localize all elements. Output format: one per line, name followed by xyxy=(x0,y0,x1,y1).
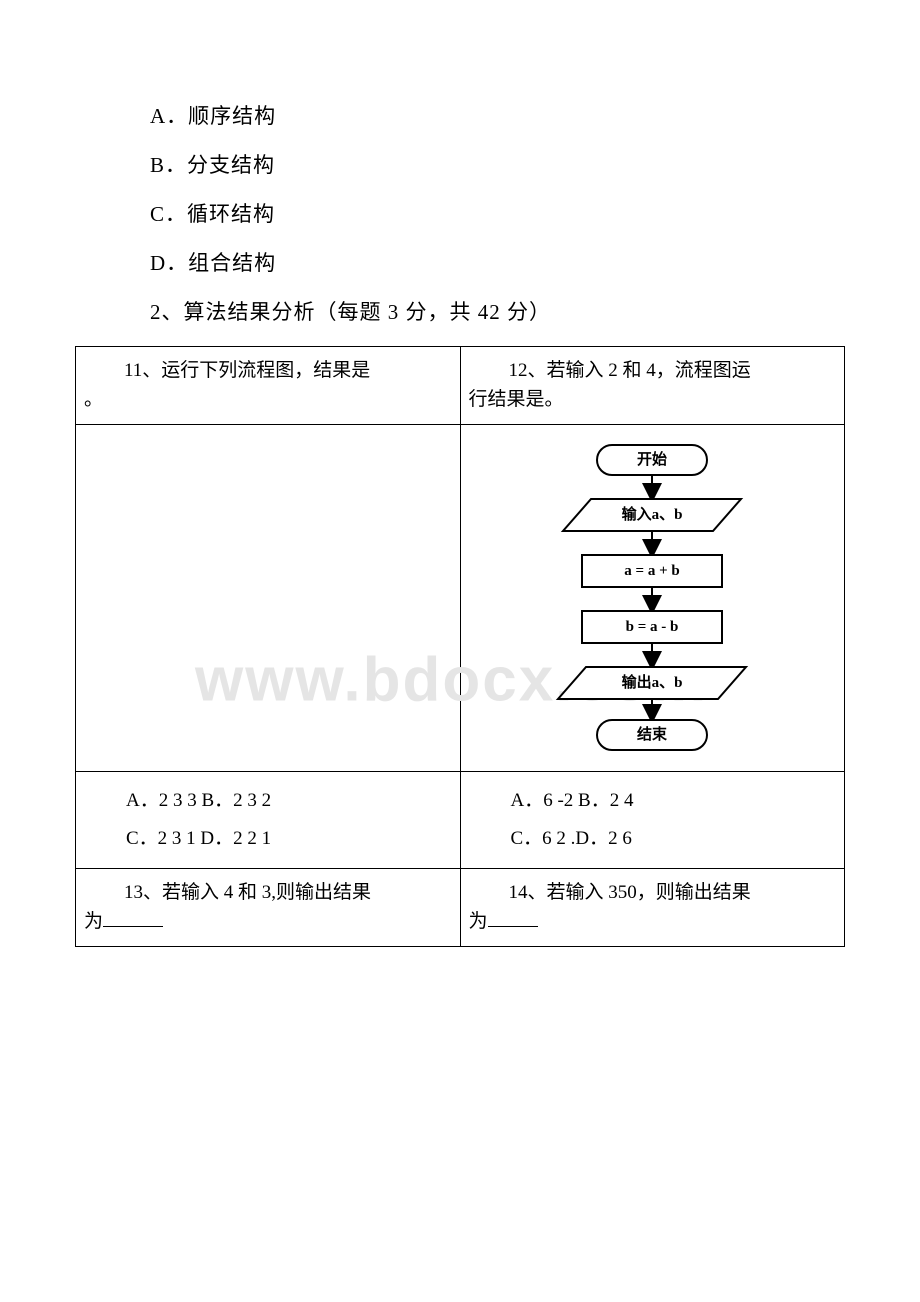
flowchart-svg: 开始输入a、b a = a + b b = a - b 输出a、b 结束 xyxy=(482,435,822,755)
q11-ans-row1: A．2 3 3 B．2 3 2 xyxy=(126,782,452,820)
option-c: C．循环结构 xyxy=(150,198,845,228)
q14-blank xyxy=(488,908,538,927)
option-b: B．分支结构 xyxy=(150,149,845,179)
option-a: A．顺序结构 xyxy=(150,100,845,130)
q14-prefix: 14、若输入 350，则输出结果 xyxy=(509,882,751,903)
table-row: 13、若输入 4 和 3,则输出结果 为 14、若输入 350，则输出结果 为 xyxy=(76,869,845,947)
q12-ans-row1: A．6 -2 B．2 4 xyxy=(511,782,837,820)
q12-line2: 行结果是。 xyxy=(469,389,564,410)
q13-line2: 为 xyxy=(84,911,103,932)
table-row: A．2 3 3 B．2 3 2 C．2 3 1 D．2 2 1 A．6 -2 B… xyxy=(76,772,845,869)
table-row: www.bdocx.com 开始输入a、b a = a + b b = a - b 输… xyxy=(76,425,845,772)
svg-text:b = a - b: b = a - b xyxy=(626,619,679,635)
q11-ans-row2: C．2 3 1 D．2 2 1 xyxy=(126,820,452,858)
svg-text:开始: 开始 xyxy=(637,450,667,468)
q13-cell: 13、若输入 4 和 3,则输出结果 为 xyxy=(76,869,461,947)
q13-blank xyxy=(103,908,163,927)
q12-answers-cell: A．6 -2 B．2 4 C．6 2 .D．2 6 xyxy=(460,772,845,869)
q13-prefix: 13、若输入 4 和 3,则输出结果 xyxy=(124,882,371,903)
q11-cell: 11、运行下列流程图，结果是 。 xyxy=(76,347,461,425)
question-table: 11、运行下列流程图，结果是 。 12、若输入 2 和 4，流程图运 行结果是。… xyxy=(75,346,845,947)
svg-text:输出a、b: 输出a、b xyxy=(622,673,683,691)
q12-line1: 12、若输入 2 和 4，流程图运 xyxy=(509,360,751,381)
q12-ans-row2: C．6 2 .D．2 6 xyxy=(511,820,837,858)
section-heading: 2、算法结果分析（每题 3 分，共 42 分） xyxy=(150,296,845,326)
q12-flowchart-cell: 开始输入a、b a = a + b b = a - b 输出a、b 结束 xyxy=(460,425,845,772)
q14-cell: 14、若输入 350，则输出结果 为 xyxy=(460,869,845,947)
q11-flowchart-cell: www.bdocx.com xyxy=(76,425,461,772)
option-d: D．组合结构 xyxy=(150,247,845,277)
q11-line1: 11、运行下列流程图，结果是 xyxy=(124,360,370,381)
q14-line2: 为 xyxy=(469,911,488,932)
q11-line2: 。 xyxy=(84,389,103,410)
table-row: 11、运行下列流程图，结果是 。 12、若输入 2 和 4，流程图运 行结果是。 xyxy=(76,347,845,425)
svg-text:输入a、b: 输入a、b xyxy=(622,505,683,523)
q12-cell: 12、若输入 2 和 4，流程图运 行结果是。 xyxy=(460,347,845,425)
svg-text:a = a + b: a = a + b xyxy=(625,563,680,579)
q11-answers-cell: A．2 3 3 B．2 3 2 C．2 3 1 D．2 2 1 xyxy=(76,772,461,869)
svg-text:结束: 结束 xyxy=(637,725,668,743)
